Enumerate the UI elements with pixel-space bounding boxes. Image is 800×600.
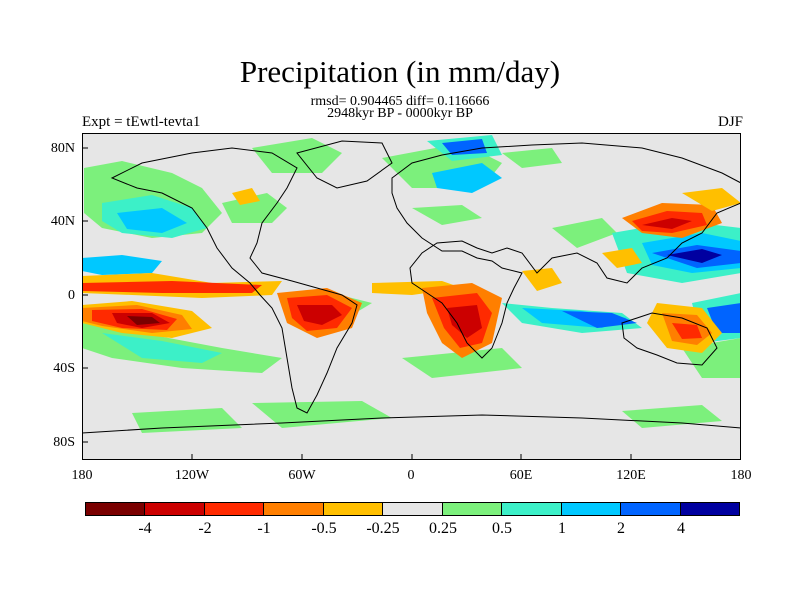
x-tick-label: 120W — [174, 468, 210, 483]
y-tick-label: 40S — [53, 361, 75, 376]
experiment-label: Expt = tEwtl-tevta1 — [82, 114, 201, 130]
negative-anomaly-field — [82, 188, 741, 358]
y-tick-label: 40N — [50, 214, 75, 229]
colorbar-label: 2 — [617, 520, 625, 537]
colorbar-swatch — [502, 503, 562, 515]
precipitation-difference-map — [82, 133, 741, 460]
colorbar-swatch — [561, 503, 622, 515]
colorbar-swatch — [621, 503, 681, 515]
colorbar-label: -4 — [138, 520, 152, 537]
colorbar-label: 4 — [677, 520, 685, 537]
colorbar-swatch — [323, 503, 384, 515]
colorbar-swatch — [145, 503, 205, 515]
x-tick-label: 60E — [509, 468, 533, 483]
y-tick-label: 80S — [53, 435, 75, 450]
season-label: DJF — [717, 114, 743, 130]
colorbar-swatch — [680, 503, 739, 515]
rmsd-diff-stats: rmsd= 0.904465 diff= 0.116666 — [310, 94, 490, 109]
colorbar-label: 0.25 — [429, 520, 457, 537]
y-tick-label: 0 — [68, 288, 75, 303]
coastlines — [82, 140, 741, 434]
axis-ticks — [82, 147, 632, 460]
colorbar-swatch — [204, 503, 265, 515]
x-tick-label: 180 — [730, 468, 752, 483]
colorbar-label: 0.5 — [492, 520, 512, 537]
colorbar-swatch — [86, 503, 146, 515]
colorbar — [85, 502, 740, 516]
colorbar-label: -0.25 — [366, 520, 400, 537]
x-tick-label: 60W — [288, 468, 316, 483]
colorbar-label: -1 — [257, 520, 271, 537]
colorbar-swatch — [442, 503, 503, 515]
x-tick-label: 120E — [616, 468, 646, 483]
colorbar-label: 1 — [558, 520, 566, 537]
time-period-label: 2948kyr BP - 0000kyr BP — [327, 106, 473, 121]
colorbar-swatch — [264, 503, 324, 515]
colorbar-label: -0.5 — [311, 520, 337, 537]
y-tick-label: 80N — [50, 141, 75, 156]
x-tick-label: 180 — [71, 468, 93, 483]
colorbar-label: -2 — [198, 520, 212, 537]
colorbar-swatch — [383, 503, 443, 515]
chart-title: Precipitation (in mm/day) — [239, 54, 561, 89]
x-tick-label: 0 — [407, 468, 415, 483]
